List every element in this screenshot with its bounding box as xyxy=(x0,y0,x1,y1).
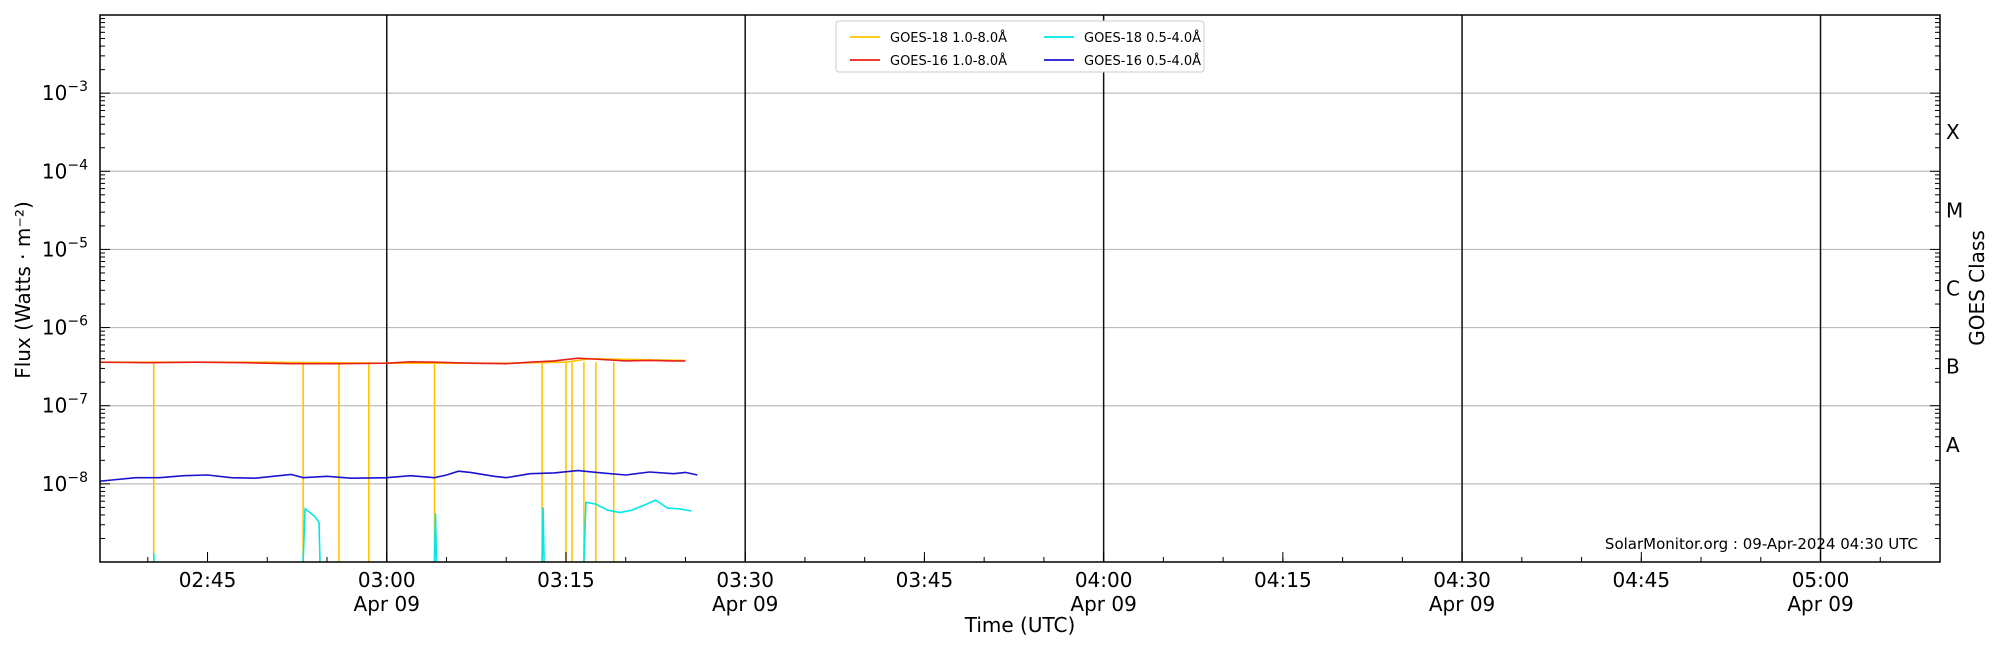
legend-label: GOES-16 1.0-8.0Å xyxy=(890,53,1007,69)
x-tick-label: 04:45 xyxy=(1612,568,1670,592)
x-tick-date-label: Apr 09 xyxy=(1070,592,1136,616)
x-tick-label: 04:00 xyxy=(1075,568,1133,592)
series-line xyxy=(100,471,697,482)
goes-class-labels: A B C M X xyxy=(1946,120,1963,457)
tick-layer xyxy=(100,19,1940,562)
x-tick-label: 03:00 xyxy=(358,568,416,592)
x-tick-label: 04:15 xyxy=(1254,568,1312,592)
x-tick-label: 02:45 xyxy=(179,568,237,592)
legend-label: GOES-16 0.5-4.0Å xyxy=(1084,53,1201,69)
grid-layer xyxy=(100,93,1940,484)
credit-text: SolarMonitor.org : 09-Apr-2024 04:30 UTC xyxy=(1605,535,1918,553)
series-segment xyxy=(542,507,544,562)
goes-class-label: X xyxy=(1946,120,1960,144)
y-tick-label: 10−4 xyxy=(42,157,88,183)
goes-class-label: B xyxy=(1946,355,1960,379)
y-tick-label: 10−6 xyxy=(42,314,88,340)
series-3 xyxy=(154,500,692,562)
x-tick-label: 03:45 xyxy=(896,568,954,592)
series-segment xyxy=(435,513,437,562)
series-segment xyxy=(584,500,692,562)
y-tick-label: 10−5 xyxy=(42,235,88,261)
series-segment xyxy=(303,509,320,562)
series-2 xyxy=(100,358,686,364)
legend-label: GOES-18 0.5-4.0Å xyxy=(1084,30,1201,46)
vertical-lines-layer xyxy=(387,15,1821,562)
plot-frame xyxy=(100,15,1940,562)
series-line xyxy=(100,358,686,364)
x-tick-date-label: Apr 09 xyxy=(1429,592,1495,616)
y-tick-labels: 10−8 10−7 10−6 10−5 10−4 10−3 xyxy=(42,79,88,496)
y-axis-label: Flux (Watts · m⁻²) xyxy=(11,201,35,379)
series-4 xyxy=(100,471,697,482)
x-tick-date-label: Apr 09 xyxy=(354,592,420,616)
x-tick-date-label: Apr 09 xyxy=(712,592,778,616)
y-tick-label: 10−7 xyxy=(42,392,88,418)
goes-class-label: A xyxy=(1946,433,1960,457)
y-tick-label: 10−3 xyxy=(42,79,88,105)
series-1 xyxy=(100,359,686,562)
y2-axis-label: GOES Class xyxy=(1965,230,1989,346)
goes-class-label: M xyxy=(1946,198,1963,222)
legend-label: GOES-18 1.0-8.0Å xyxy=(890,30,1007,46)
x-tick-date-label: Apr 09 xyxy=(1787,592,1853,616)
x-tick-label: 03:30 xyxy=(716,568,774,592)
goes-class-label: C xyxy=(1946,277,1960,301)
legend: GOES-18 1.0-8.0Å GOES-18 0.5-4.0Å GOES-16 … xyxy=(836,21,1204,72)
x-tick-label: 05:00 xyxy=(1792,568,1850,592)
x-tick-label: 04:30 xyxy=(1433,568,1491,592)
x-tick-label: 03:15 xyxy=(537,568,595,592)
y-tick-label: 10−8 xyxy=(42,470,88,496)
x-axis-label: Time (UTC) xyxy=(964,613,1076,637)
series-layer xyxy=(100,358,697,562)
